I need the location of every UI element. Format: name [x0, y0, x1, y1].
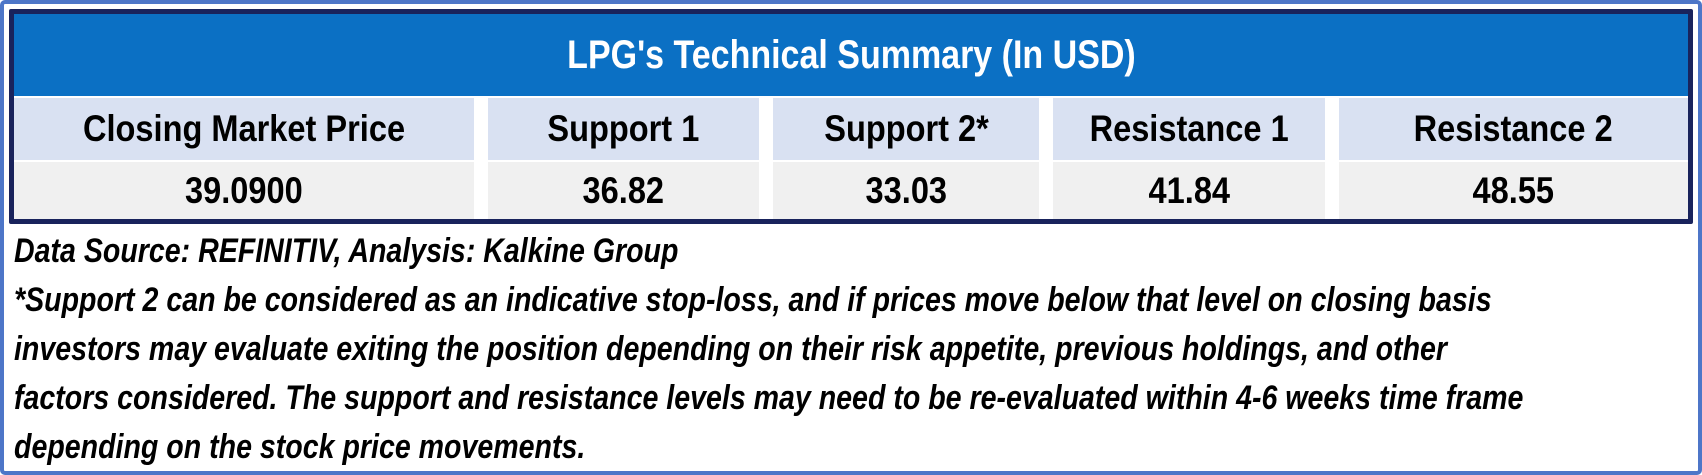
column-header-support-1: Support 1 — [488, 98, 759, 160]
footnote-line-3: factors considered. The support and resi… — [14, 379, 1524, 417]
table-header-row: Closing Market Price Support 1 Support 2… — [14, 98, 1688, 160]
table-values-row: 39.0900 36.82 33.03 41.84 48.55 — [14, 162, 1688, 219]
column-header-resistance-1: Resistance 1 — [1053, 98, 1326, 160]
technical-summary-table: LPG's Technical Summary (In USD) Closing… — [9, 9, 1693, 224]
value-label: 36.82 — [582, 169, 665, 211]
column-header-label: Resistance 2 — [1414, 108, 1614, 149]
value-support-1: 36.82 — [488, 162, 759, 219]
value-resistance-1: 41.84 — [1053, 162, 1326, 219]
footnote-line-2: investors may evaluate exiting the posit… — [14, 330, 1448, 368]
data-source-note: Data Source: REFINITIV, Analysis: Kalkin… — [14, 232, 679, 270]
column-header-resistance-2: Resistance 2 — [1339, 98, 1688, 160]
column-header-label: Support 1 — [547, 108, 700, 149]
table-title-bar: LPG's Technical Summary (In USD) — [14, 14, 1688, 96]
value-label: 39.0900 — [185, 169, 303, 211]
value-closing-market-price: 39.0900 — [14, 162, 475, 219]
value-label: 33.03 — [865, 169, 947, 211]
column-header-label: Closing Market Price — [83, 108, 406, 149]
value-support-2: 33.03 — [772, 162, 1040, 219]
column-header-support-2: Support 2* — [772, 98, 1040, 160]
column-header-label: Resistance 1 — [1089, 108, 1289, 149]
value-resistance-2: 48.55 — [1339, 162, 1688, 219]
column-header-label: Support 2* — [823, 108, 989, 149]
footnote-line-4: depending on the stock price movements. — [14, 428, 586, 466]
footnote-line-1: *Support 2 can be considered as an indic… — [14, 281, 1492, 319]
table-title: LPG's Technical Summary (In USD) — [566, 32, 1136, 77]
notes-section: Data Source: REFINITIV, Analysis: Kalkin… — [4, 224, 1698, 472]
value-label: 41.84 — [1148, 169, 1231, 211]
column-header-closing-market-price: Closing Market Price — [14, 98, 475, 160]
value-label: 48.55 — [1472, 169, 1555, 211]
